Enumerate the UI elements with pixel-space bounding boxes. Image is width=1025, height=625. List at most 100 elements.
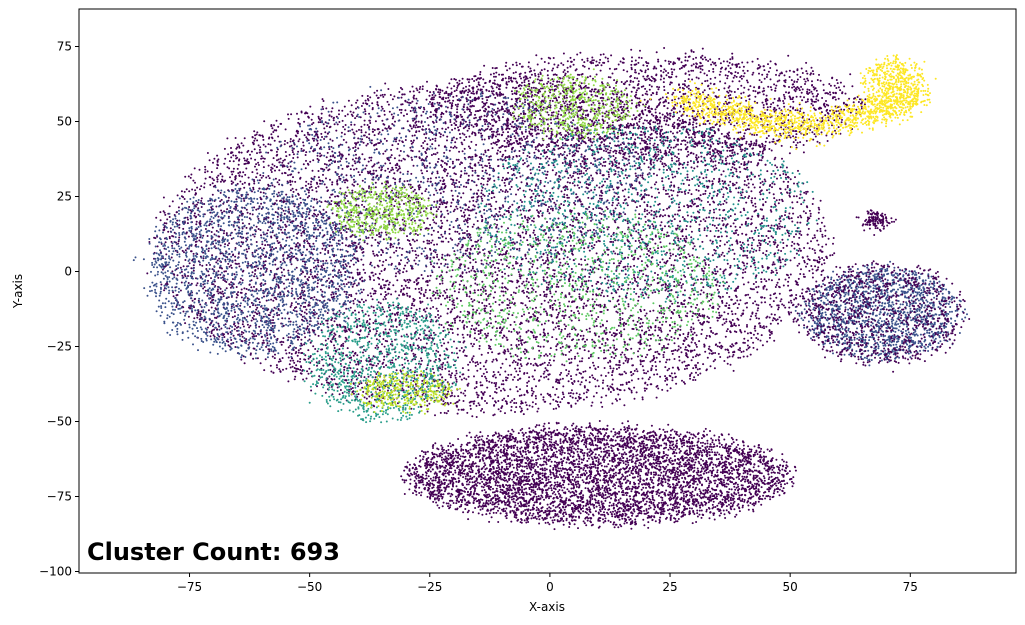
scatter-point xyxy=(569,430,571,432)
scatter-point xyxy=(598,493,600,495)
scatter-point xyxy=(776,466,778,468)
scatter-point xyxy=(621,488,623,490)
scatter-point xyxy=(596,480,598,482)
scatter-point xyxy=(441,465,443,467)
scatter-point xyxy=(691,508,693,510)
scatter-point xyxy=(604,444,606,446)
scatter-point xyxy=(738,451,740,453)
scatter-point xyxy=(691,457,693,459)
scatter-point xyxy=(468,468,470,470)
scatter-point xyxy=(718,510,720,512)
scatter-point xyxy=(674,431,676,433)
scatter-point xyxy=(721,466,723,468)
scatter-point xyxy=(575,494,577,496)
scatter-point xyxy=(556,481,558,483)
scatter-point xyxy=(591,524,593,526)
scatter-point xyxy=(674,472,676,474)
scatter-point xyxy=(481,490,483,492)
scatter-point xyxy=(603,435,605,437)
scatter-point xyxy=(787,466,789,468)
scatter-point xyxy=(608,487,610,489)
scatter-point xyxy=(454,478,456,480)
scatter-point xyxy=(608,505,610,507)
scatter-point xyxy=(740,461,742,463)
scatter-point xyxy=(754,483,756,485)
scatter-point xyxy=(587,455,589,457)
scatter-point xyxy=(562,451,564,453)
scatter-point xyxy=(696,510,698,512)
scatter-point xyxy=(701,468,703,470)
scatter-point xyxy=(565,501,567,503)
scatter-point xyxy=(450,495,452,497)
scatter-point xyxy=(639,480,641,482)
scatter-point xyxy=(490,510,492,512)
scatter-point xyxy=(557,476,559,478)
scatter-point xyxy=(435,479,437,481)
scatter-point xyxy=(498,497,500,499)
scatter-point xyxy=(527,457,529,459)
scatter-point xyxy=(554,454,556,456)
scatter-point xyxy=(424,487,426,489)
scatter-point xyxy=(585,511,587,513)
scatter-point xyxy=(500,512,502,514)
scatter-point xyxy=(594,477,596,479)
scatter-point xyxy=(616,512,618,514)
scatter-point xyxy=(483,483,485,485)
scatter-point xyxy=(610,444,612,446)
scatter-point xyxy=(504,510,506,512)
scatter-point xyxy=(682,455,684,457)
scatter-point xyxy=(697,457,699,459)
scatter-point xyxy=(428,463,430,465)
scatter-point xyxy=(492,497,494,499)
scatter-point xyxy=(627,429,629,431)
scatter-point xyxy=(769,498,771,500)
scatter-point xyxy=(418,465,420,467)
scatter-point xyxy=(732,504,734,506)
scatter-point xyxy=(731,473,733,475)
scatter-point xyxy=(532,478,534,480)
scatter-point xyxy=(632,448,634,450)
scatter-point xyxy=(766,465,768,467)
scatter-point xyxy=(725,456,727,458)
scatter-point xyxy=(575,519,577,521)
scatter-point xyxy=(727,447,729,449)
scatter-point xyxy=(613,507,615,509)
scatter-point xyxy=(783,474,785,476)
scatter-point xyxy=(690,433,692,435)
scatter-point xyxy=(548,513,550,515)
scatter-point xyxy=(711,470,713,472)
scatter-point xyxy=(479,431,481,433)
scatter-point xyxy=(439,486,441,488)
scatter-point xyxy=(497,440,499,442)
scatter-point xyxy=(644,504,646,506)
scatter-point xyxy=(665,474,667,476)
scatter-point xyxy=(691,496,693,498)
scatter-point xyxy=(525,453,527,455)
scatter-point xyxy=(630,450,632,452)
scatter-point xyxy=(440,481,442,483)
scatter-point xyxy=(731,488,733,490)
scatter-point xyxy=(484,462,486,464)
scatter-point xyxy=(714,482,716,484)
scatter-point xyxy=(497,521,499,523)
scatter-point xyxy=(633,483,635,485)
scatter-point xyxy=(724,513,726,515)
scatter-point xyxy=(698,462,700,464)
scatter-point xyxy=(478,476,480,478)
scatter-point xyxy=(627,471,629,473)
scatter-point xyxy=(699,481,701,483)
scatter-point xyxy=(619,459,621,461)
scatter-point xyxy=(474,489,476,491)
scatter-point xyxy=(497,470,499,472)
scatter-point xyxy=(597,487,599,489)
scatter-point xyxy=(642,493,644,495)
scatter-point xyxy=(517,472,519,474)
scatter-point xyxy=(573,480,575,482)
scatter-point xyxy=(750,462,752,464)
scatter-point xyxy=(428,475,430,477)
scatter-point xyxy=(413,473,415,475)
scatter-point xyxy=(471,455,473,457)
scatter-point xyxy=(407,473,409,475)
scatter-point xyxy=(446,460,448,462)
scatter-point xyxy=(666,457,668,459)
